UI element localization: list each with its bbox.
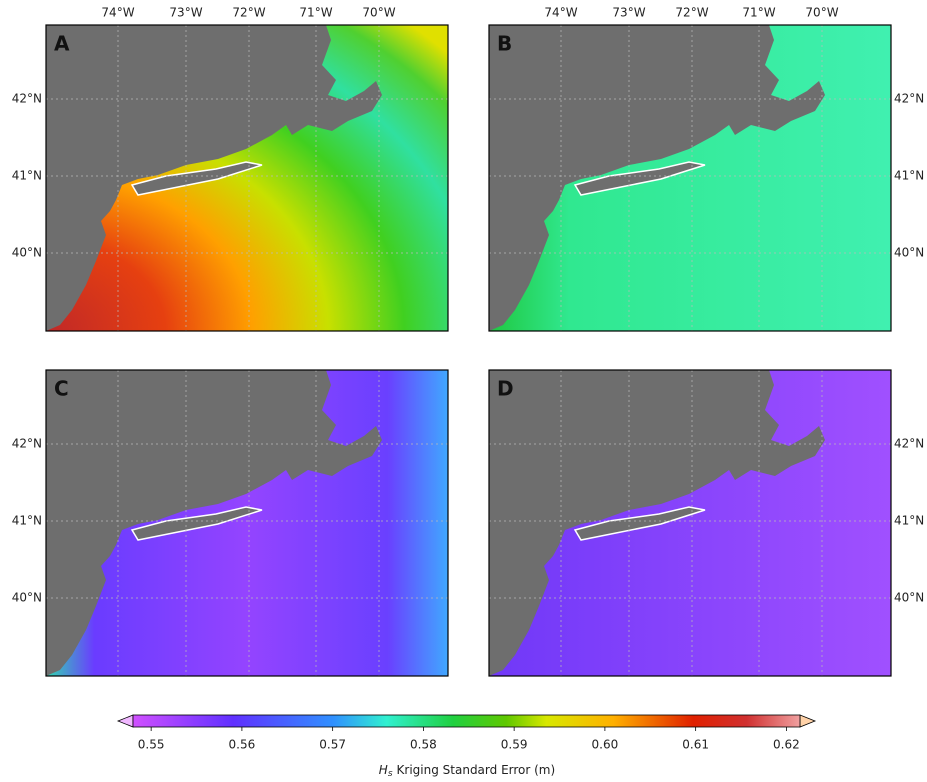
colorbar-extend-high	[800, 715, 815, 727]
longitude-label: 72°W	[232, 6, 265, 20]
title-text: Kriging Standard Error (m)	[397, 763, 556, 777]
latitude-label: 40°N	[894, 246, 924, 260]
colorbar-tick-label: 0.62	[773, 738, 800, 752]
longitude-label: 70°W	[362, 6, 395, 20]
longitude-label: 71°W	[742, 6, 775, 20]
longitude-label: 71°W	[299, 6, 332, 20]
latitude-label: 42°N	[894, 437, 924, 451]
latitude-label: 42°N	[894, 92, 924, 106]
colorbar-bar	[133, 715, 800, 727]
map-panel: C	[46, 370, 448, 676]
longitude-label: 70°W	[805, 6, 838, 20]
colorbar-tick-label: 0.58	[410, 738, 437, 752]
latitude-label: 41°N	[894, 169, 924, 183]
latitude-label: 41°N	[12, 514, 42, 528]
colorbar-tick-label: 0.57	[319, 738, 346, 752]
latitude-label: 42°N	[12, 92, 42, 106]
latitude-label: 40°N	[12, 591, 42, 605]
colorbar-extend-low	[118, 715, 133, 727]
colorbar: Hs Kriging Standard Error (m) 0.55 0.56 0.5…	[118, 715, 815, 779]
latitude-label: 41°N	[894, 514, 924, 528]
panel-label: D	[497, 377, 514, 401]
latitude-label: 41°N	[12, 169, 42, 183]
figure: Hs Kriging Standard Error (m) 0.55 0.56 0.5…	[0, 0, 927, 782]
longitude-label: 73°W	[612, 6, 645, 20]
colorbar-tick-label: 0.61	[682, 738, 709, 752]
longitude-label: 74°W	[101, 6, 134, 20]
map-panel: A	[46, 25, 448, 331]
longitude-label: 72°W	[675, 6, 708, 20]
longitude-label: 73°W	[169, 6, 202, 20]
panel-label: C	[54, 377, 69, 401]
latitude-label: 40°N	[12, 246, 42, 260]
subscript: s	[388, 769, 393, 779]
colorbar-tick-label: 0.56	[229, 738, 256, 752]
panel-label: A	[54, 32, 70, 56]
colorbar-tick-label: 0.60	[592, 738, 619, 752]
colorbar-title: Hs Kriging Standard Error (m)	[379, 763, 555, 779]
symbol: H	[379, 763, 388, 777]
colorbar-tick-label: 0.55	[138, 738, 165, 752]
panel-label: B	[497, 32, 512, 56]
longitude-label: 74°W	[544, 6, 577, 20]
latitude-label: 42°N	[12, 437, 42, 451]
map-panel: D	[489, 370, 891, 676]
colorbar-tick-label: 0.59	[501, 738, 528, 752]
latitude-label: 40°N	[894, 591, 924, 605]
map-panel: B	[489, 25, 891, 331]
